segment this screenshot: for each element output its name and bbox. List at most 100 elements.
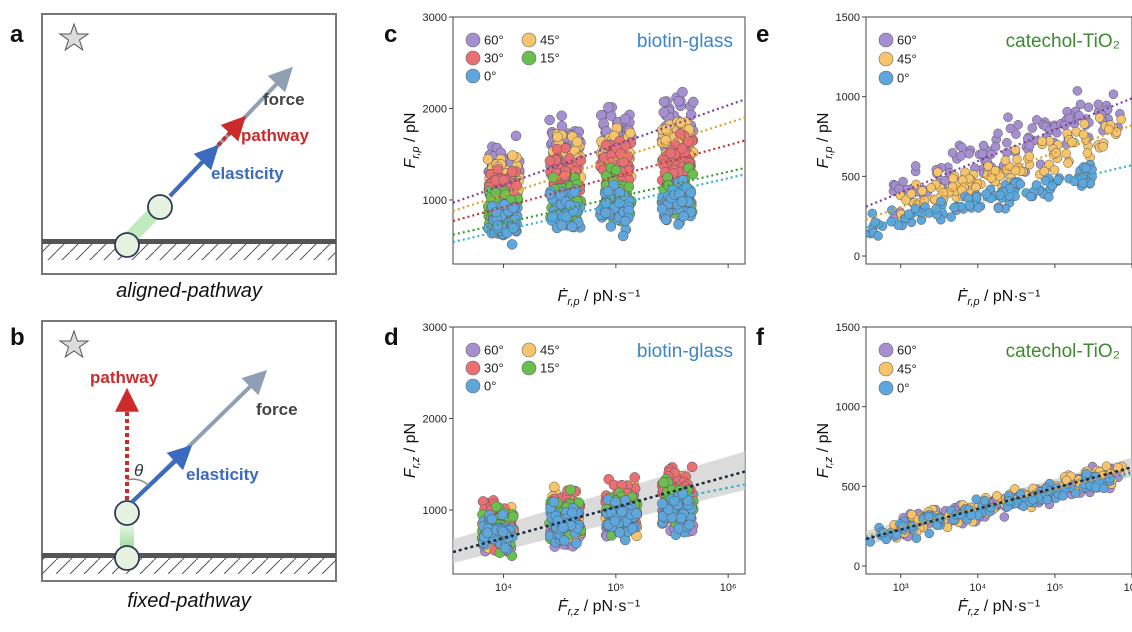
legend-marker-0deg (465, 68, 481, 84)
legend-marker-45deg (521, 342, 537, 358)
molecule-bead (147, 194, 173, 220)
point-60deg (658, 96, 670, 108)
panel-label-c: c (384, 21, 397, 48)
point-0deg (675, 512, 687, 524)
point-0deg (610, 496, 621, 508)
panel-label-d: d (384, 324, 399, 351)
point-45deg (1078, 129, 1089, 140)
pathway-label: pathway (90, 368, 159, 387)
point-30deg (575, 155, 586, 166)
point-0deg (1031, 180, 1042, 190)
point-0deg (1015, 179, 1026, 189)
point-0deg (605, 221, 617, 232)
point-0deg (609, 515, 621, 527)
point-60deg (956, 151, 966, 161)
point-45deg (1101, 461, 1112, 472)
y-axis-label-subscript: r,p (410, 146, 422, 158)
point-0deg (567, 507, 578, 518)
x-axis-label-symbol: Ḟ (558, 596, 569, 615)
x-axis-label: Ḟr,p / pN·s⁻¹ (558, 286, 641, 308)
angle-theta: θ (134, 461, 144, 480)
x-axis-label-subscript: r,z (968, 606, 980, 618)
point-0deg (973, 203, 984, 213)
point-60deg (1072, 86, 1083, 96)
legend-marker-0deg (878, 70, 894, 86)
point-0deg (482, 527, 493, 538)
point-0deg (676, 196, 688, 207)
y-tick-label: 0 (854, 561, 860, 573)
x-axis-label: Ḟr,p / pN·s⁻¹ (958, 286, 1041, 308)
point-60deg (673, 95, 684, 107)
legend-marker-60deg (465, 32, 481, 48)
point-0deg (911, 533, 922, 544)
point-0deg (564, 199, 576, 211)
point-0deg (656, 203, 668, 215)
anchor-bead (114, 232, 140, 258)
point-45deg (1024, 151, 1035, 161)
point-0deg (486, 513, 498, 525)
x-tick-label: 10⁵ (607, 582, 624, 594)
point-45deg (1098, 141, 1108, 152)
chart-title: biotin-glass (637, 31, 733, 52)
fit-line-60deg (452, 98, 746, 204)
point-45deg (660, 134, 672, 146)
point-45deg (625, 127, 636, 139)
chart-title: biotin-glass (637, 341, 733, 362)
point-45deg (507, 150, 518, 161)
y-tick-label: 1000 (423, 195, 447, 207)
point-45deg (1039, 166, 1049, 177)
point-0deg (1099, 483, 1109, 494)
point-0deg (548, 496, 560, 508)
elasticity-label: elasticity (186, 465, 259, 484)
point-0deg (600, 207, 611, 219)
point-45deg (990, 165, 1001, 176)
point-45deg (983, 161, 993, 172)
y-tick-label: 2000 (423, 103, 447, 115)
panel-label-a: a (10, 21, 24, 48)
point-0deg (508, 222, 519, 234)
fit-line-0deg (671, 483, 746, 500)
point-60deg (898, 176, 908, 187)
legend: 60° 45° 0° (878, 33, 917, 86)
x-axis-label-unit: / pN·s⁻¹ (980, 288, 1041, 305)
chart-c: 1000 2000 3000 Fr,p / pN Ḟr,p / pN·s⁻¹ biotin… (402, 12, 746, 308)
point-30deg (506, 166, 518, 177)
scatter-points (865, 86, 1126, 241)
y-axis-label: Fr,p / pN (402, 113, 422, 169)
point-0deg (936, 196, 946, 207)
point-60deg (603, 102, 614, 113)
point-60deg (910, 161, 921, 171)
x-tick-label: 10⁶ (720, 582, 737, 594)
legend-label-45deg: 45° (540, 33, 560, 48)
point-15deg (610, 164, 622, 176)
legend-marker-45deg (878, 361, 894, 377)
point-30deg (551, 143, 563, 155)
legend-label-45deg: 45° (897, 362, 917, 377)
point-45deg (1082, 148, 1093, 158)
x-axis-label-unit: / pN·s⁻¹ (979, 598, 1040, 615)
legend-marker-15deg (521, 50, 537, 66)
y-tick-label: 500 (842, 481, 860, 493)
star-icon (58, 329, 90, 359)
point-0deg (620, 215, 631, 227)
legend-marker-0deg (878, 380, 894, 396)
chart-title: catechol-TiO₂ (1006, 341, 1120, 362)
point-0deg (557, 522, 569, 533)
point-0deg (566, 221, 578, 233)
point-15deg (507, 511, 519, 522)
fit-line-45deg (452, 116, 746, 212)
point-0deg (1018, 501, 1029, 512)
legend-label-0deg: 0° (484, 69, 496, 84)
point-15deg (658, 477, 669, 488)
point-0deg (631, 508, 642, 519)
point-45deg (1063, 158, 1073, 168)
point-0deg (946, 212, 956, 222)
point-60deg (993, 128, 1003, 139)
point-60deg (978, 140, 989, 151)
point-30deg (498, 174, 509, 186)
x-axis-label-symbol: Ḟ (558, 286, 569, 305)
point-15deg (490, 501, 502, 512)
y-tick-label: 1500 (836, 12, 860, 24)
point-45deg (926, 183, 936, 193)
point-0deg (490, 206, 502, 218)
